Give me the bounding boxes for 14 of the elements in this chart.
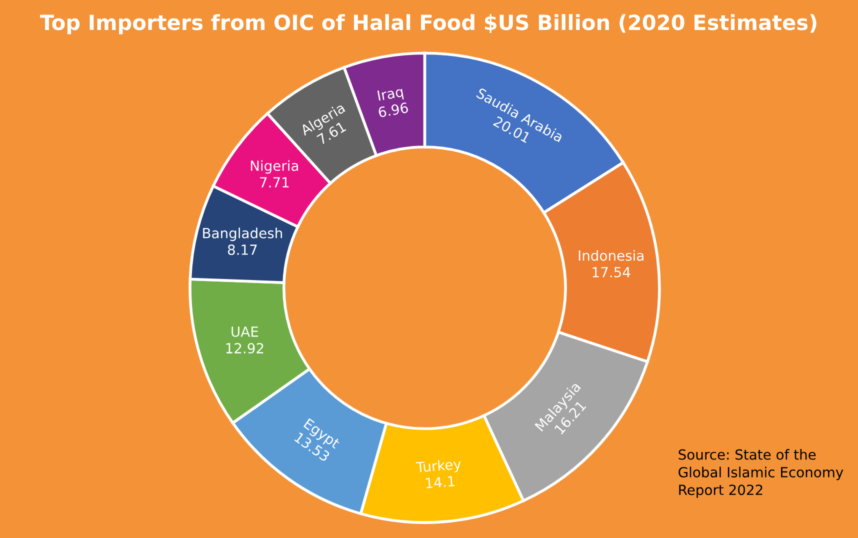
data-label: 14.1	[426, 476, 455, 488]
slice-label: Iraq	[377, 86, 404, 104]
slice-label: Turkey	[416, 458, 462, 476]
source-note: Source: State of the Global Islamic Economy Report 2022	[678, 449, 844, 498]
data-label: 6.96	[378, 102, 408, 118]
slice-label: Bangladesh	[203, 228, 282, 242]
slice-label: Nigeria	[250, 160, 298, 174]
data-label: 17.54	[592, 267, 630, 278]
chart-title: Top Importers from OIC of Halal Food $US Billion (2020 Estimates)	[40, 14, 816, 34]
slice-label: Indonesia	[578, 250, 644, 261]
data-label: 7.71	[260, 177, 289, 188]
slice-label: UAE	[232, 326, 258, 337]
data-label: 8.17	[228, 244, 257, 255]
data-label: 12.92	[226, 343, 264, 354]
